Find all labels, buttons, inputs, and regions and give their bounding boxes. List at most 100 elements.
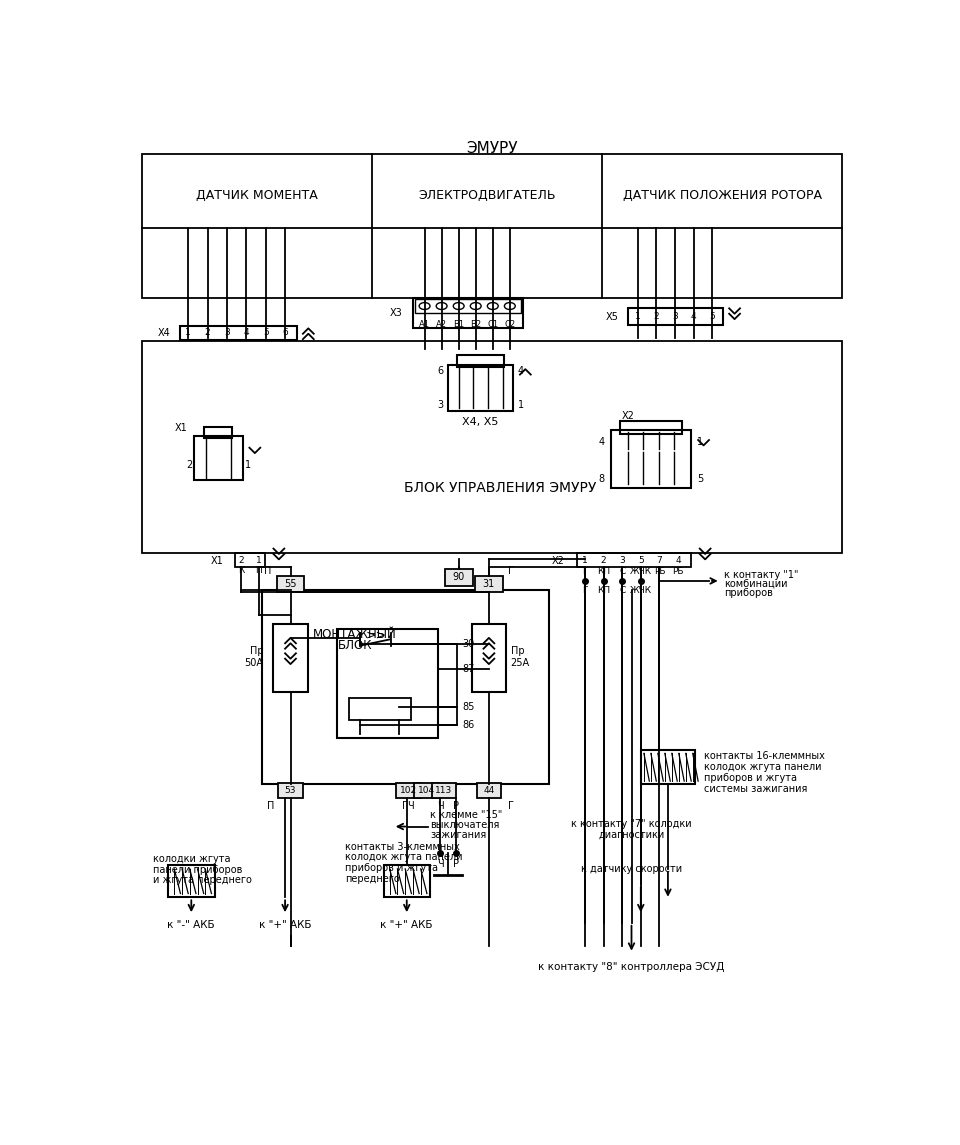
- Text: 55: 55: [284, 579, 297, 589]
- Text: X3: X3: [390, 308, 403, 318]
- Text: 53: 53: [285, 785, 297, 795]
- Text: контакты 3-клеммных: контакты 3-клеммных: [345, 842, 460, 852]
- Bar: [414, 783, 439, 798]
- Text: Ч: Ч: [437, 859, 444, 869]
- Text: колодок жгута панели: колодок жгута панели: [345, 852, 463, 862]
- Text: 1: 1: [517, 400, 524, 410]
- Text: комбинации: комбинации: [725, 579, 788, 589]
- Text: 85: 85: [463, 702, 475, 712]
- Text: 1: 1: [245, 459, 251, 469]
- Text: ЖЧК: ЖЧК: [630, 585, 652, 594]
- Text: РБ: РБ: [654, 567, 665, 576]
- Text: 3: 3: [672, 313, 678, 322]
- Bar: [278, 783, 303, 798]
- Text: Г: Г: [508, 800, 514, 811]
- Text: 4: 4: [598, 436, 605, 447]
- Text: ДАТЧИК ПОЛОЖЕНИЯ РОТОРА: ДАТЧИК ПОЛОЖЕНИЯ РОТОРА: [623, 189, 822, 202]
- Text: КП: КП: [597, 567, 611, 576]
- Text: Пр: Пр: [511, 646, 524, 656]
- Text: С: С: [619, 567, 625, 576]
- Text: 90: 90: [452, 572, 465, 582]
- Text: контакты 16-клеммных: контакты 16-клеммных: [705, 751, 826, 761]
- Bar: [168, 866, 214, 898]
- Text: A2: A2: [436, 319, 447, 329]
- Text: X4, X5: X4, X5: [462, 417, 498, 427]
- Text: диагностики: диагностики: [598, 830, 664, 840]
- Text: 3: 3: [437, 400, 444, 410]
- Text: 4: 4: [517, 365, 524, 376]
- Text: 3: 3: [224, 329, 229, 338]
- Text: 44: 44: [483, 785, 494, 795]
- Text: панели приборов: панели приборов: [153, 864, 242, 875]
- Text: приборов: приборов: [725, 589, 774, 598]
- Text: БЛОК УПРАВЛЕНИЯ ЭМУРУ: БЛОК УПРАВЛЕНИЯ ЭМУРУ: [403, 481, 596, 495]
- Text: A1: A1: [420, 319, 430, 329]
- Text: зажигания: зажигания: [430, 830, 487, 840]
- Text: 104: 104: [418, 785, 435, 795]
- Text: к контакту "7" колодки: к контакту "7" колодки: [571, 819, 692, 829]
- Text: 5: 5: [263, 329, 269, 338]
- Text: 5: 5: [638, 555, 643, 564]
- Bar: [476, 783, 501, 798]
- Text: 8: 8: [598, 474, 605, 483]
- Text: 4: 4: [244, 329, 250, 338]
- Text: КП: КП: [597, 585, 611, 594]
- Text: П: П: [264, 566, 271, 576]
- Text: к датчику скорости: к датчику скорости: [581, 863, 682, 874]
- Text: Пр: Пр: [250, 646, 263, 656]
- Bar: [348, 698, 411, 719]
- Text: П: П: [268, 800, 275, 811]
- Text: >>: >>: [365, 629, 386, 641]
- Bar: [641, 750, 695, 784]
- Text: Ч: Ч: [437, 800, 444, 811]
- Bar: [620, 420, 682, 434]
- Text: Г: Г: [583, 585, 588, 594]
- Bar: [444, 569, 472, 585]
- Text: B1: B1: [453, 319, 465, 329]
- Text: к клемме "15": к клемме "15": [430, 810, 502, 820]
- Text: 102: 102: [399, 785, 417, 795]
- Bar: [274, 624, 307, 692]
- Text: колодок жгута панели: колодок жгута панели: [705, 763, 822, 772]
- Text: 6: 6: [282, 329, 288, 338]
- Bar: [611, 431, 691, 488]
- Text: Р: Р: [452, 800, 459, 811]
- Bar: [415, 299, 521, 313]
- Bar: [234, 553, 265, 567]
- Text: 1: 1: [635, 313, 640, 322]
- Text: ЭЛЕКТРОДВИГАТЕЛЬ: ЭЛЕКТРОДВИГАТЕЛЬ: [418, 189, 555, 202]
- Bar: [194, 436, 243, 480]
- Text: БЛОК: БЛОК: [338, 639, 372, 653]
- Text: К: К: [238, 566, 244, 575]
- Text: выключателя: выключателя: [430, 820, 499, 830]
- Text: ГЧ: ГЧ: [402, 800, 415, 811]
- Text: X2: X2: [621, 411, 635, 421]
- Text: 1: 1: [185, 329, 191, 338]
- Bar: [262, 590, 548, 784]
- Bar: [447, 364, 513, 411]
- Text: 87: 87: [463, 664, 475, 673]
- Text: ЖЧК: ЖЧК: [630, 567, 652, 576]
- Bar: [142, 341, 842, 553]
- Text: 2: 2: [654, 313, 660, 322]
- Bar: [475, 576, 503, 592]
- Text: 1: 1: [582, 555, 588, 564]
- Text: 2: 2: [601, 555, 607, 564]
- Text: C2: C2: [504, 319, 516, 329]
- Text: ДАТЧИК МОМЕНТА: ДАТЧИК МОМЕНТА: [196, 189, 317, 202]
- Text: Г: Г: [583, 567, 588, 576]
- Text: переднего: переднего: [345, 874, 399, 884]
- Text: МОНТАЖНЫЙ: МОНТАЖНЫЙ: [313, 627, 396, 640]
- Text: к контакту "1": к контакту "1": [725, 570, 799, 579]
- Text: Р: Р: [452, 859, 459, 869]
- Bar: [276, 576, 304, 592]
- Bar: [180, 326, 297, 340]
- Text: к "+" АКБ: к "+" АКБ: [259, 921, 311, 930]
- Text: 86: 86: [463, 720, 475, 729]
- Bar: [457, 355, 504, 366]
- Text: колодки жгута: колодки жгута: [153, 854, 230, 863]
- Text: 5: 5: [697, 474, 704, 483]
- Text: к контакту "8" контроллера ЭСУД: к контакту "8" контроллера ЭСУД: [539, 963, 725, 972]
- Text: С: С: [619, 585, 625, 594]
- Text: приборов и жгута: приборов и жгута: [345, 863, 438, 874]
